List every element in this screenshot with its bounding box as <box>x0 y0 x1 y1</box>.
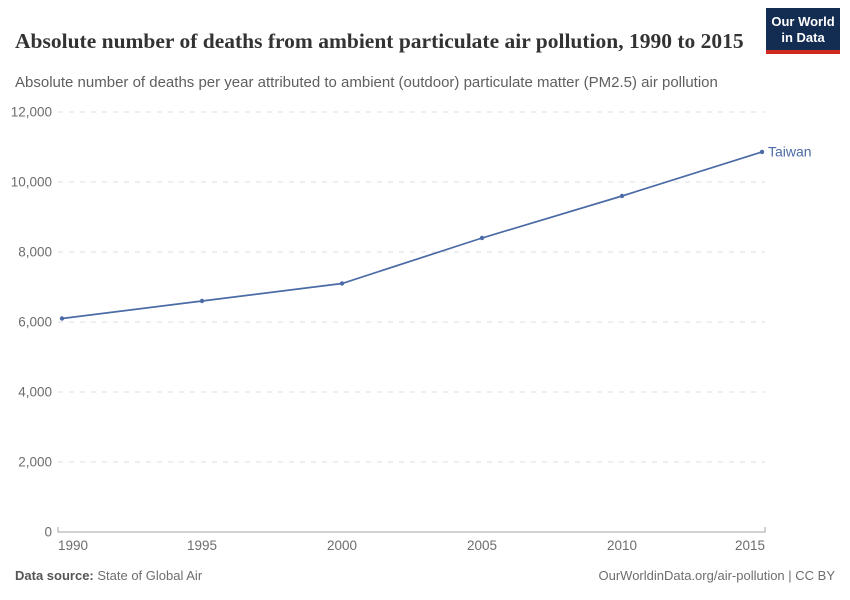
series-end-label[interactable]: Taiwan <box>768 143 812 159</box>
chart-footer: Data source: State of Global Air OurWorl… <box>15 568 835 583</box>
data-point-2010[interactable] <box>619 193 625 199</box>
owid-logo[interactable]: Our World in Data <box>766 8 840 55</box>
y-tick-label: 6,000 <box>18 315 52 330</box>
y-tick-label: 8,000 <box>18 245 52 260</box>
x-tick-label: 2015 <box>735 538 765 553</box>
chart-title: Absolute number of deaths from ambient p… <box>15 29 744 54</box>
data-source-value: State of Global Air <box>93 568 203 583</box>
data-point-2000[interactable] <box>339 281 345 286</box>
data-point-2005[interactable] <box>479 235 485 241</box>
data-point-1995[interactable] <box>199 298 205 304</box>
series-line-taiwan[interactable] <box>61 151 763 320</box>
owid-logo-line1: Our World <box>771 14 835 29</box>
x-tick-label: 2000 <box>327 538 357 553</box>
y-tick-label: 4,000 <box>18 385 52 400</box>
x-tick-label: 2010 <box>607 538 637 553</box>
data-source: Data source: State of Global Air <box>15 568 202 583</box>
owid-logo-line2: in Data <box>781 29 825 45</box>
x-axis-line <box>57 527 766 533</box>
x-tick-label: 1990 <box>58 538 88 553</box>
x-tick-label: 2005 <box>467 538 497 553</box>
data-point-2015[interactable] <box>759 149 765 155</box>
chart-subtitle: Absolute number of deaths per year attri… <box>15 74 718 91</box>
x-tick-label: 1995 <box>187 538 217 553</box>
data-point-1990[interactable] <box>59 316 65 321</box>
y-tick-label: 0 <box>44 525 52 540</box>
data-source-label: Data source: <box>15 568 94 583</box>
y-tick-label: 12,000 <box>11 105 52 120</box>
y-tick-label: 2,000 <box>18 455 52 470</box>
attribution-link[interactable]: OurWorldinData.org/air-pollution | CC BY <box>598 568 835 583</box>
y-tick-label: 10,000 <box>11 175 52 190</box>
